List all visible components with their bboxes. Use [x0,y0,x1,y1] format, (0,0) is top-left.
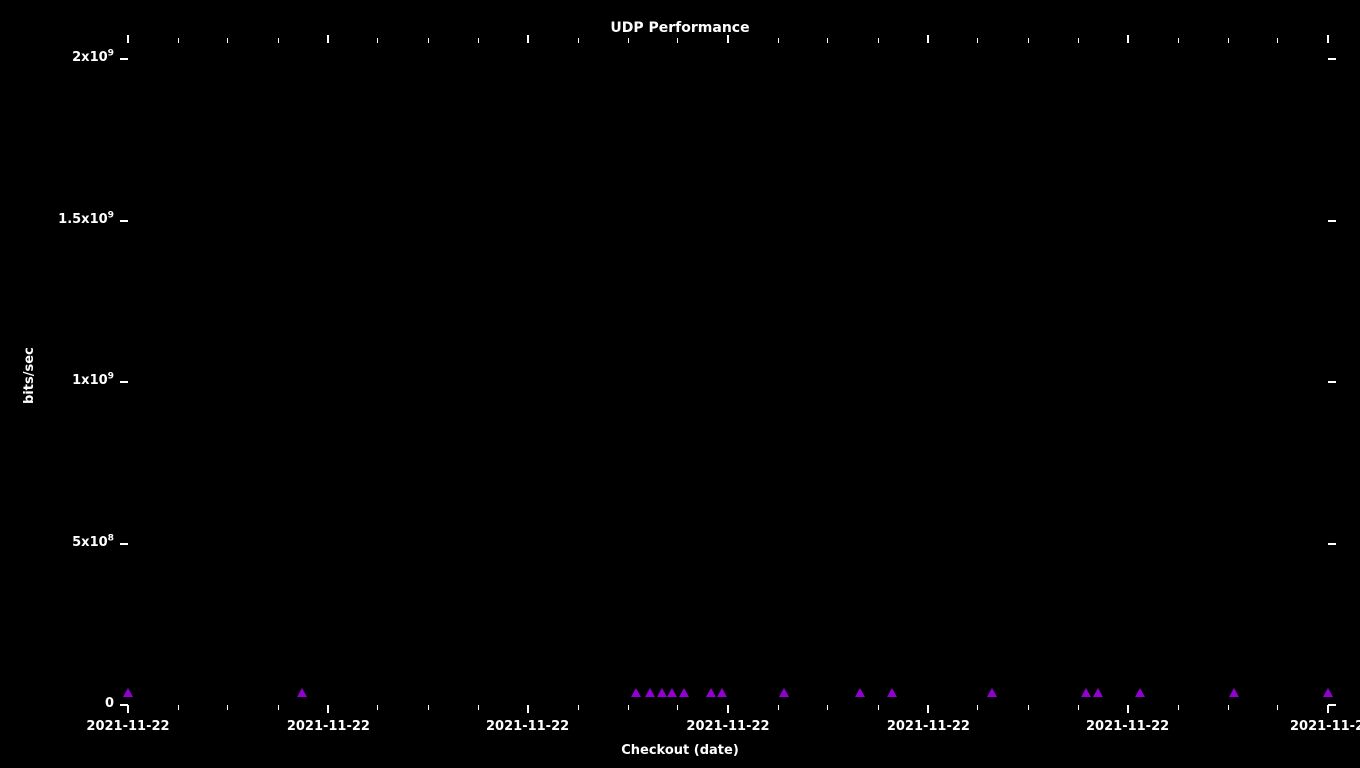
x-tick-label: 2021-11-22 [86,719,169,734]
y-tick-label: 0 [105,696,114,711]
x-tick-major [127,705,129,713]
y-tick-label: 2x109 [72,50,114,65]
x-tick-minor [1277,38,1278,43]
x-tick-minor [1078,705,1079,710]
x-tick-label: 2021-11-22 [1086,719,1169,734]
x-tick-minor [778,705,779,710]
x-tick-minor [478,705,479,710]
chart-container: UDP Performance bits/sec Checkout (date)… [0,0,1360,768]
data-point [717,685,727,697]
x-tick-minor [977,705,978,710]
x-tick-minor [377,705,378,710]
x-tick-minor [1277,705,1278,710]
data-point [887,685,897,697]
x-tick-minor [278,38,279,43]
x-tick-minor [677,38,678,43]
x-tick-minor [578,38,579,43]
y-tick [1328,381,1336,383]
x-tick-major [527,35,529,43]
x-tick-label: 2021-11-2 [1290,719,1360,734]
data-point [1093,685,1103,697]
data-point [667,685,677,697]
x-tick-minor [1078,38,1079,43]
x-tick-major [1127,705,1129,713]
y-tick-label: 1.5x109 [58,212,114,227]
data-point [679,685,689,697]
x-tick-minor [1228,38,1229,43]
x-tick-minor [878,38,879,43]
x-tick-major [927,35,929,43]
x-tick-major [1327,35,1329,43]
data-point [657,685,667,697]
x-tick-minor [1028,38,1029,43]
x-tick-label: 2021-11-22 [287,719,370,734]
x-tick-label: 2021-11-22 [887,719,970,734]
data-point [987,685,997,697]
x-tick-minor [278,705,279,710]
data-point [855,685,865,697]
x-tick-minor [827,38,828,43]
x-tick-major [727,705,729,713]
x-tick-minor [628,705,629,710]
y-tick-label: 5x108 [72,535,114,550]
data-point [631,685,641,697]
x-tick-major [127,35,129,43]
x-tick-minor [1178,38,1179,43]
x-tick-major [1127,35,1129,43]
x-tick-minor [1178,705,1179,710]
x-tick-major [327,35,329,43]
y-tick [120,381,128,383]
y-tick [1328,58,1336,60]
y-axis-label: bits/sec [22,347,37,404]
x-tick-label: 2021-11-22 [486,719,569,734]
x-tick-major [927,705,929,713]
chart-title: UDP Performance [610,20,749,36]
y-tick [1328,704,1336,706]
x-tick-major [527,705,529,713]
y-tick [1328,220,1336,222]
x-tick-major [727,35,729,43]
x-tick-minor [1028,705,1029,710]
data-point [297,685,307,697]
data-point [645,685,655,697]
x-tick-minor [428,705,429,710]
x-tick-minor [977,38,978,43]
x-tick-major [1327,705,1329,713]
x-tick-minor [677,705,678,710]
x-tick-minor [377,38,378,43]
data-point [1081,685,1091,697]
data-point [123,685,133,697]
x-tick-minor [1228,705,1229,710]
x-tick-major [327,705,329,713]
x-tick-minor [428,38,429,43]
x-tick-minor [778,38,779,43]
x-tick-minor [578,705,579,710]
x-tick-minor [827,705,828,710]
data-point [1229,685,1239,697]
x-tick-minor [178,38,179,43]
x-tick-minor [227,38,228,43]
data-point [706,685,716,697]
x-tick-label: 2021-11-22 [686,719,769,734]
y-tick [1328,543,1336,545]
x-tick-minor [478,38,479,43]
y-tick [120,220,128,222]
data-point [779,685,789,697]
y-tick-label: 1x109 [72,373,114,388]
x-tick-minor [628,38,629,43]
y-tick [120,58,128,60]
data-point [1323,685,1333,697]
data-point [1135,685,1145,697]
x-axis-label: Checkout (date) [621,743,739,758]
x-tick-minor [227,705,228,710]
y-tick [120,543,128,545]
x-tick-minor [878,705,879,710]
x-tick-minor [178,705,179,710]
